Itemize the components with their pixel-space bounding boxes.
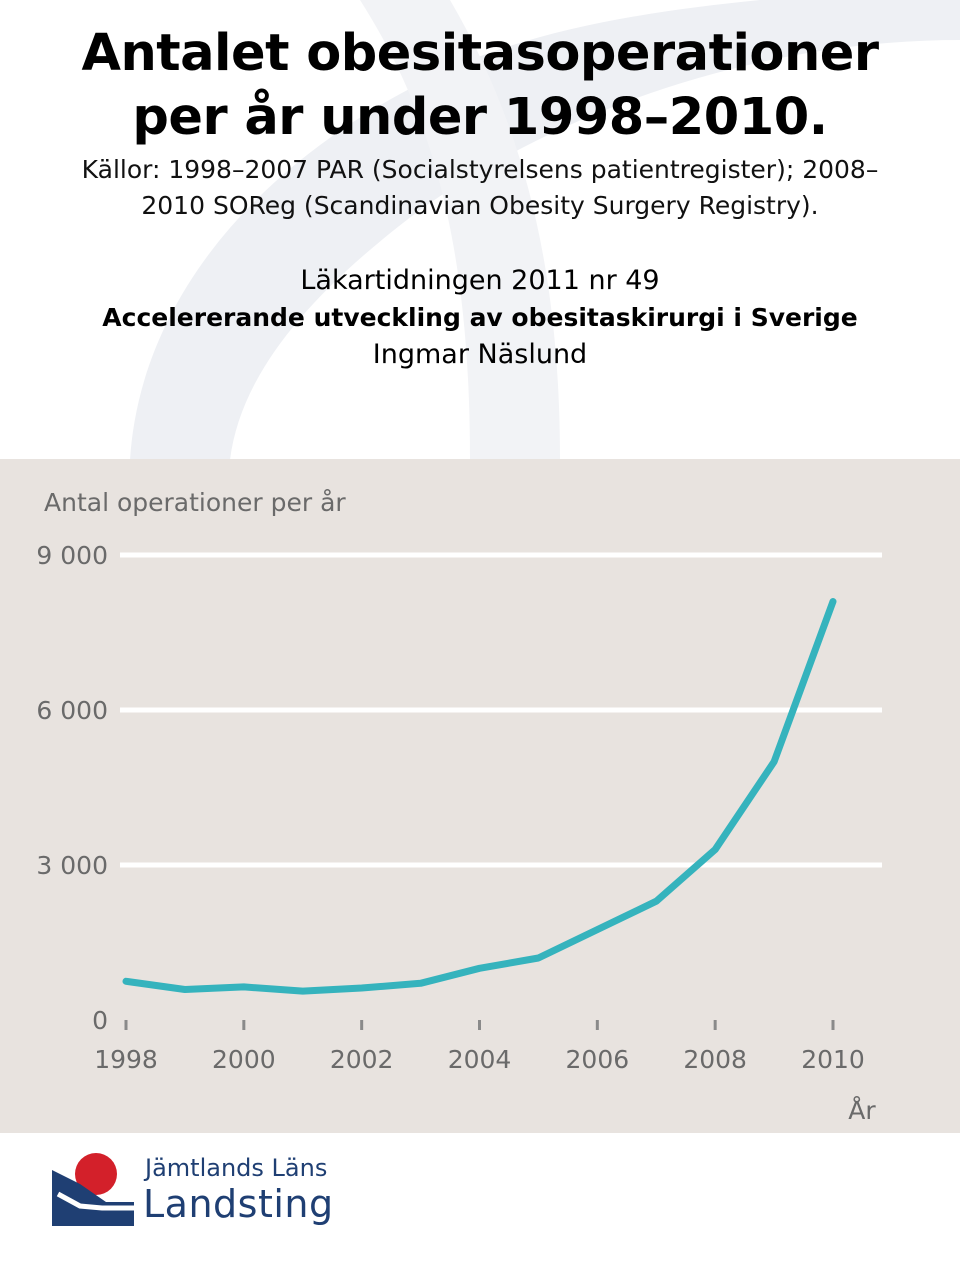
sources-line-1: Källor: 1998–2007 PAR (Socialstyrelsens … [81, 155, 879, 184]
y-tick-label: 0 [92, 1006, 108, 1035]
sources-line-2: 2010 SOReg (Scandinavian Obesity Surgery… [141, 191, 819, 220]
x-tick-label: 2010 [801, 1045, 865, 1074]
article-title: Accelererande utveckling av obesitaskiru… [102, 303, 858, 332]
title-line-2: per år under 1998–2010. [132, 88, 828, 147]
x-tick-label: 2002 [330, 1045, 394, 1074]
series-line [122, 598, 837, 995]
sources-text: Källor: 1998–2007 PAR (Socialstyrelsens … [0, 152, 960, 224]
author-name: Ingmar Näslund [372, 339, 588, 370]
journal-reference: Läkartidningen 2011 nr 49 [300, 265, 660, 296]
x-tick-label: 2000 [212, 1045, 276, 1074]
x-tick-label: 2004 [448, 1045, 512, 1074]
logo-mark-icon [52, 1153, 134, 1226]
landsting-logo: Jämtlands Läns Landsting [50, 1148, 370, 1238]
citation: Läkartidningen 2011 nr 49 Accelererande … [0, 262, 960, 374]
background-swoosh [130, 0, 960, 460]
x-tick-label: 2008 [683, 1045, 747, 1074]
y-axis-label: Antal operationer per år [44, 488, 346, 517]
logo-text-line-1: Jämtlands Läns [145, 1154, 328, 1182]
logo-text-line-2: Landsting [143, 1182, 334, 1226]
x-tick-label: 1998 [94, 1045, 158, 1074]
y-tick-label: 3 000 [36, 851, 108, 880]
line-chart: 0 3 000 6 000 9 000 1998 2000 2002 2004 2006 2008… [36, 488, 882, 1125]
chart-panel: 0 3 000 6 000 9 000 1998 2000 2002 2004 2006 2008… [0, 459, 960, 1133]
x-tick-label: 2006 [566, 1045, 630, 1074]
x-axis-label: År [848, 1096, 876, 1125]
title-line-1: Antalet obesitasoperationer [81, 24, 879, 83]
slide-title: Antalet obesitasoperationer per år under… [0, 22, 960, 150]
y-tick-label: 6 000 [36, 696, 108, 725]
y-tick-label: 9 000 [36, 541, 108, 570]
